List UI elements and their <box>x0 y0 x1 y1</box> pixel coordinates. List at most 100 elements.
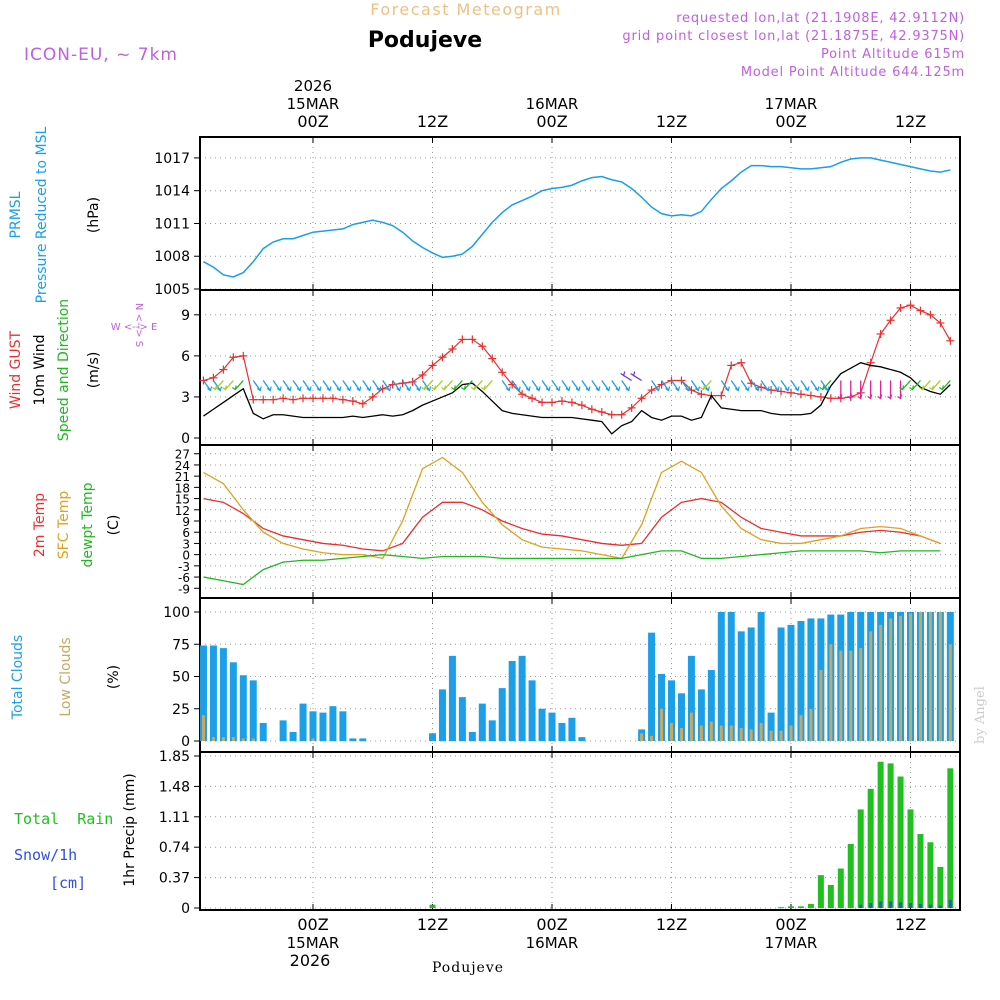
wind-arrow-head <box>824 386 830 392</box>
wind-arrow-head <box>386 386 392 392</box>
wind-arrow-head <box>764 386 770 392</box>
ytick-label-pressure: 1005 <box>154 282 190 298</box>
total-cloud-bar <box>697 689 705 741</box>
ytick-label-temperature: -9 <box>178 582 190 596</box>
low-cloud-bar <box>889 618 893 741</box>
snow-bar <box>899 902 903 908</box>
wind-arrow <box>810 380 819 391</box>
wind-arrow-head <box>794 386 800 392</box>
total-cloud-bar <box>508 661 516 741</box>
total-cloud-bar <box>229 662 237 741</box>
low-cloud-bar <box>311 738 315 741</box>
wind-arrow-head <box>426 386 432 392</box>
wind-arrow <box>800 380 809 391</box>
total-cloud-bar <box>528 680 536 741</box>
wind-arrow-head <box>525 386 531 392</box>
compass-we: W <--> E <box>111 322 158 333</box>
wind-arrow-head <box>819 385 825 391</box>
wind-arrow <box>670 380 680 391</box>
cloud-total-label: Total Clouds <box>10 635 26 720</box>
wind-arrow <box>621 380 630 391</box>
wind-arrow <box>292 380 301 391</box>
low-cloud-bar <box>689 712 693 741</box>
rain-bar <box>807 903 814 908</box>
wind-arrow-head <box>441 385 446 391</box>
top-date-label: 17MAR <box>765 95 818 113</box>
total-cloud-bar <box>478 703 486 741</box>
wind-arrow-head <box>575 386 581 392</box>
wind-arrow-head <box>222 385 227 391</box>
gridpoint-coords: grid point closest lon,lat (21.1875E, 42… <box>622 29 965 44</box>
wind-arrow-head <box>421 385 427 391</box>
wind-arrow-head <box>744 386 750 392</box>
low-cloud-bar <box>739 728 743 741</box>
total-cloud-bar <box>458 697 466 741</box>
wind-arrow <box>911 380 921 390</box>
total-cloud-bar <box>767 712 775 741</box>
low-cloud-bar <box>719 725 723 741</box>
total-cloud-bar <box>568 717 576 741</box>
total-cloud-bar <box>468 731 476 741</box>
wind-arrow <box>322 380 331 391</box>
total-cloud-bar <box>209 645 217 741</box>
wind-arrow <box>760 380 769 391</box>
rain-bar <box>917 834 924 908</box>
low-cloud-bar <box>769 730 773 741</box>
wind-arrow <box>412 380 421 391</box>
total-cloud-bar <box>727 612 735 741</box>
wind-arrow <box>501 380 510 391</box>
wind-arrow-head <box>877 394 883 400</box>
total-cloud-bar <box>538 708 546 741</box>
snow-bar <box>909 903 912 908</box>
wind-arrow-head <box>266 386 272 392</box>
rain-bar <box>429 904 436 908</box>
total-cloud-bar <box>199 645 207 741</box>
wind-arrow <box>931 380 941 390</box>
wind-arrow-head <box>630 371 636 377</box>
snow-bar <box>859 904 863 908</box>
wind-arrow <box>680 380 689 391</box>
wind-arrow <box>234 380 244 390</box>
wind-arrow <box>332 380 341 391</box>
wind-arrow-head <box>565 386 571 392</box>
point-altitude: Point Altitude 615m <box>821 47 965 62</box>
wind-10m-label: 10m Wind <box>32 334 48 405</box>
low-cloud-bar <box>660 708 664 741</box>
total-cloud-bar <box>448 655 456 741</box>
top-date-label: 16MAR <box>526 95 579 113</box>
wind-arrow-head <box>734 386 740 392</box>
wind-arrow <box>740 380 749 391</box>
rain-bar <box>867 788 874 908</box>
frame-precip <box>199 751 961 911</box>
ytick-label-temperature: 21 <box>175 470 190 484</box>
wind-arrow-head <box>700 385 705 391</box>
ytick-label-temperature: 3 <box>182 537 190 551</box>
bottom-date-label: 16MAR <box>526 934 579 952</box>
wind-arrow <box>690 380 699 391</box>
ytick-label-pressure: 1014 <box>154 184 190 200</box>
bottom-time-label: 00Z <box>536 915 567 934</box>
wind-arrow <box>212 380 221 391</box>
bottom-time-label: 00Z <box>775 915 806 934</box>
wind-arrow <box>453 380 463 390</box>
total-cloud-bar <box>578 737 586 741</box>
compass-ns: N <--> S <box>133 303 144 347</box>
ytick-label-temperature: 0 <box>182 549 190 563</box>
low-cloud-bar <box>789 725 793 741</box>
low-cloud-bar <box>231 737 235 741</box>
panel-precip: 0 0.37 0.74 1.11 1.48 1.85 <box>159 749 961 917</box>
frame-wind <box>199 289 961 446</box>
bottom-time-label: 12Z <box>656 915 687 934</box>
total-cloud-bar <box>259 722 267 741</box>
wind-arrow-head <box>346 386 352 392</box>
ytick-label-clouds: 25 <box>172 702 190 718</box>
wind-arrow <box>661 380 670 391</box>
ytick-label-precip: 0.74 <box>159 840 190 856</box>
wind-arrow <box>541 380 550 391</box>
wind-arrow-head <box>451 385 456 391</box>
wind-arrow <box>202 380 211 391</box>
ytick-label-temperature: 9 <box>182 515 190 529</box>
